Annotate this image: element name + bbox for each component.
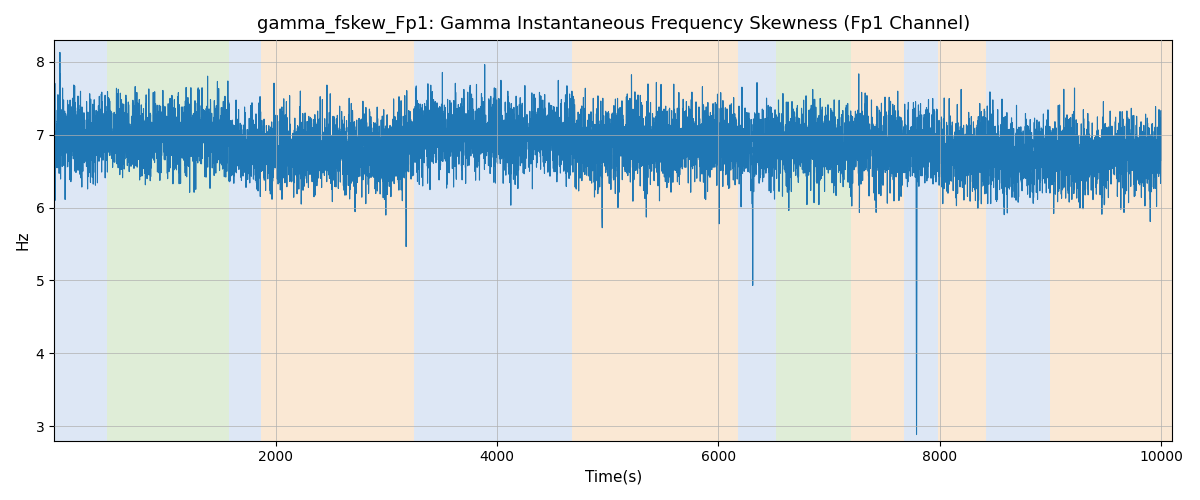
Bar <box>776 40 851 440</box>
Bar <box>937 40 986 440</box>
Bar <box>107 40 229 440</box>
Y-axis label: Hz: Hz <box>16 230 30 250</box>
Bar <box>1050 40 1172 440</box>
Bar <box>572 40 738 440</box>
Bar <box>986 40 1050 440</box>
Title: gamma_fskew_Fp1: Gamma Instantaneous Frequency Skewness (Fp1 Channel): gamma_fskew_Fp1: Gamma Instantaneous Fre… <box>257 15 970 34</box>
Bar <box>229 40 262 440</box>
X-axis label: Time(s): Time(s) <box>584 470 642 485</box>
Bar <box>414 40 572 440</box>
Bar <box>738 40 776 440</box>
Bar <box>851 40 905 440</box>
Bar <box>905 40 937 440</box>
Bar <box>54 40 107 440</box>
Bar <box>262 40 414 440</box>
